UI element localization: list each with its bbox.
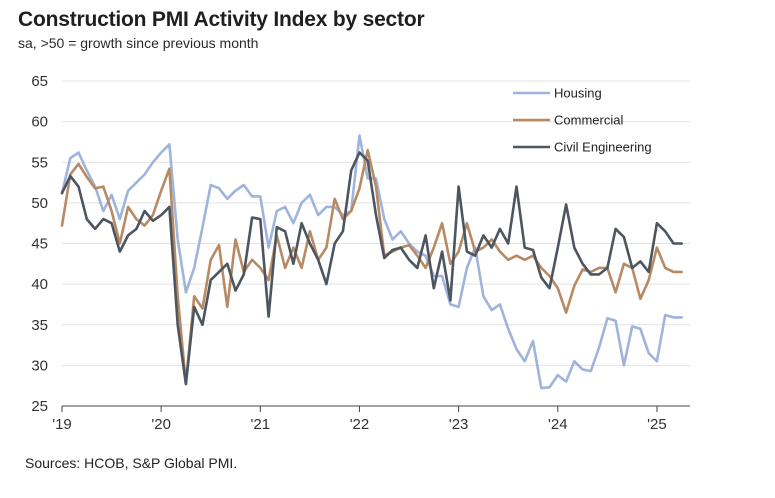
series-line-commercial: [60, 148, 684, 385]
legend-label-civil-engineering: Civil Engineering: [554, 140, 652, 155]
y-tick-label: 55: [31, 154, 48, 171]
series-group: [60, 134, 684, 390]
y-gridlines: [62, 80, 690, 366]
y-axis: 25 30 35 40 45 50 55 60 65: [31, 73, 48, 415]
x-axis: '19 '20 '21 '22 '23 '24 '25: [52, 405, 690, 433]
x-tick-label: '22: [350, 416, 370, 433]
y-tick-label: 65: [31, 73, 48, 90]
y-tick-label: 35: [31, 317, 48, 334]
chart-subtitle: sa, >50 = growth since previous month: [18, 35, 259, 51]
legend-label-commercial: Commercial: [554, 113, 623, 128]
y-tick-label: 25: [31, 398, 48, 415]
x-tick-label: '23: [449, 416, 469, 433]
y-tick-label: 45: [31, 236, 48, 253]
source-note: Sources: HCOB, S&P Global PMI.: [25, 455, 238, 471]
x-tick-label: '25: [647, 416, 667, 433]
y-tick-label: 40: [31, 276, 48, 293]
x-tick-label: '24: [548, 416, 568, 433]
chart-title: Construction PMI Activity Index by secto…: [18, 8, 425, 31]
legend: Housing Commercial Civil Engineering: [513, 86, 652, 155]
x-tick-label: '20: [151, 416, 171, 433]
y-tick-label: 60: [31, 114, 48, 131]
x-tick-label: '19: [52, 416, 72, 433]
legend-label-housing: Housing: [554, 86, 602, 101]
series-line-civil-engineering: [60, 151, 684, 386]
y-tick-label: 30: [31, 357, 48, 374]
y-tick-label: 50: [31, 195, 48, 212]
series-line-housing: [60, 134, 684, 390]
x-tick-label: '21: [251, 416, 271, 433]
